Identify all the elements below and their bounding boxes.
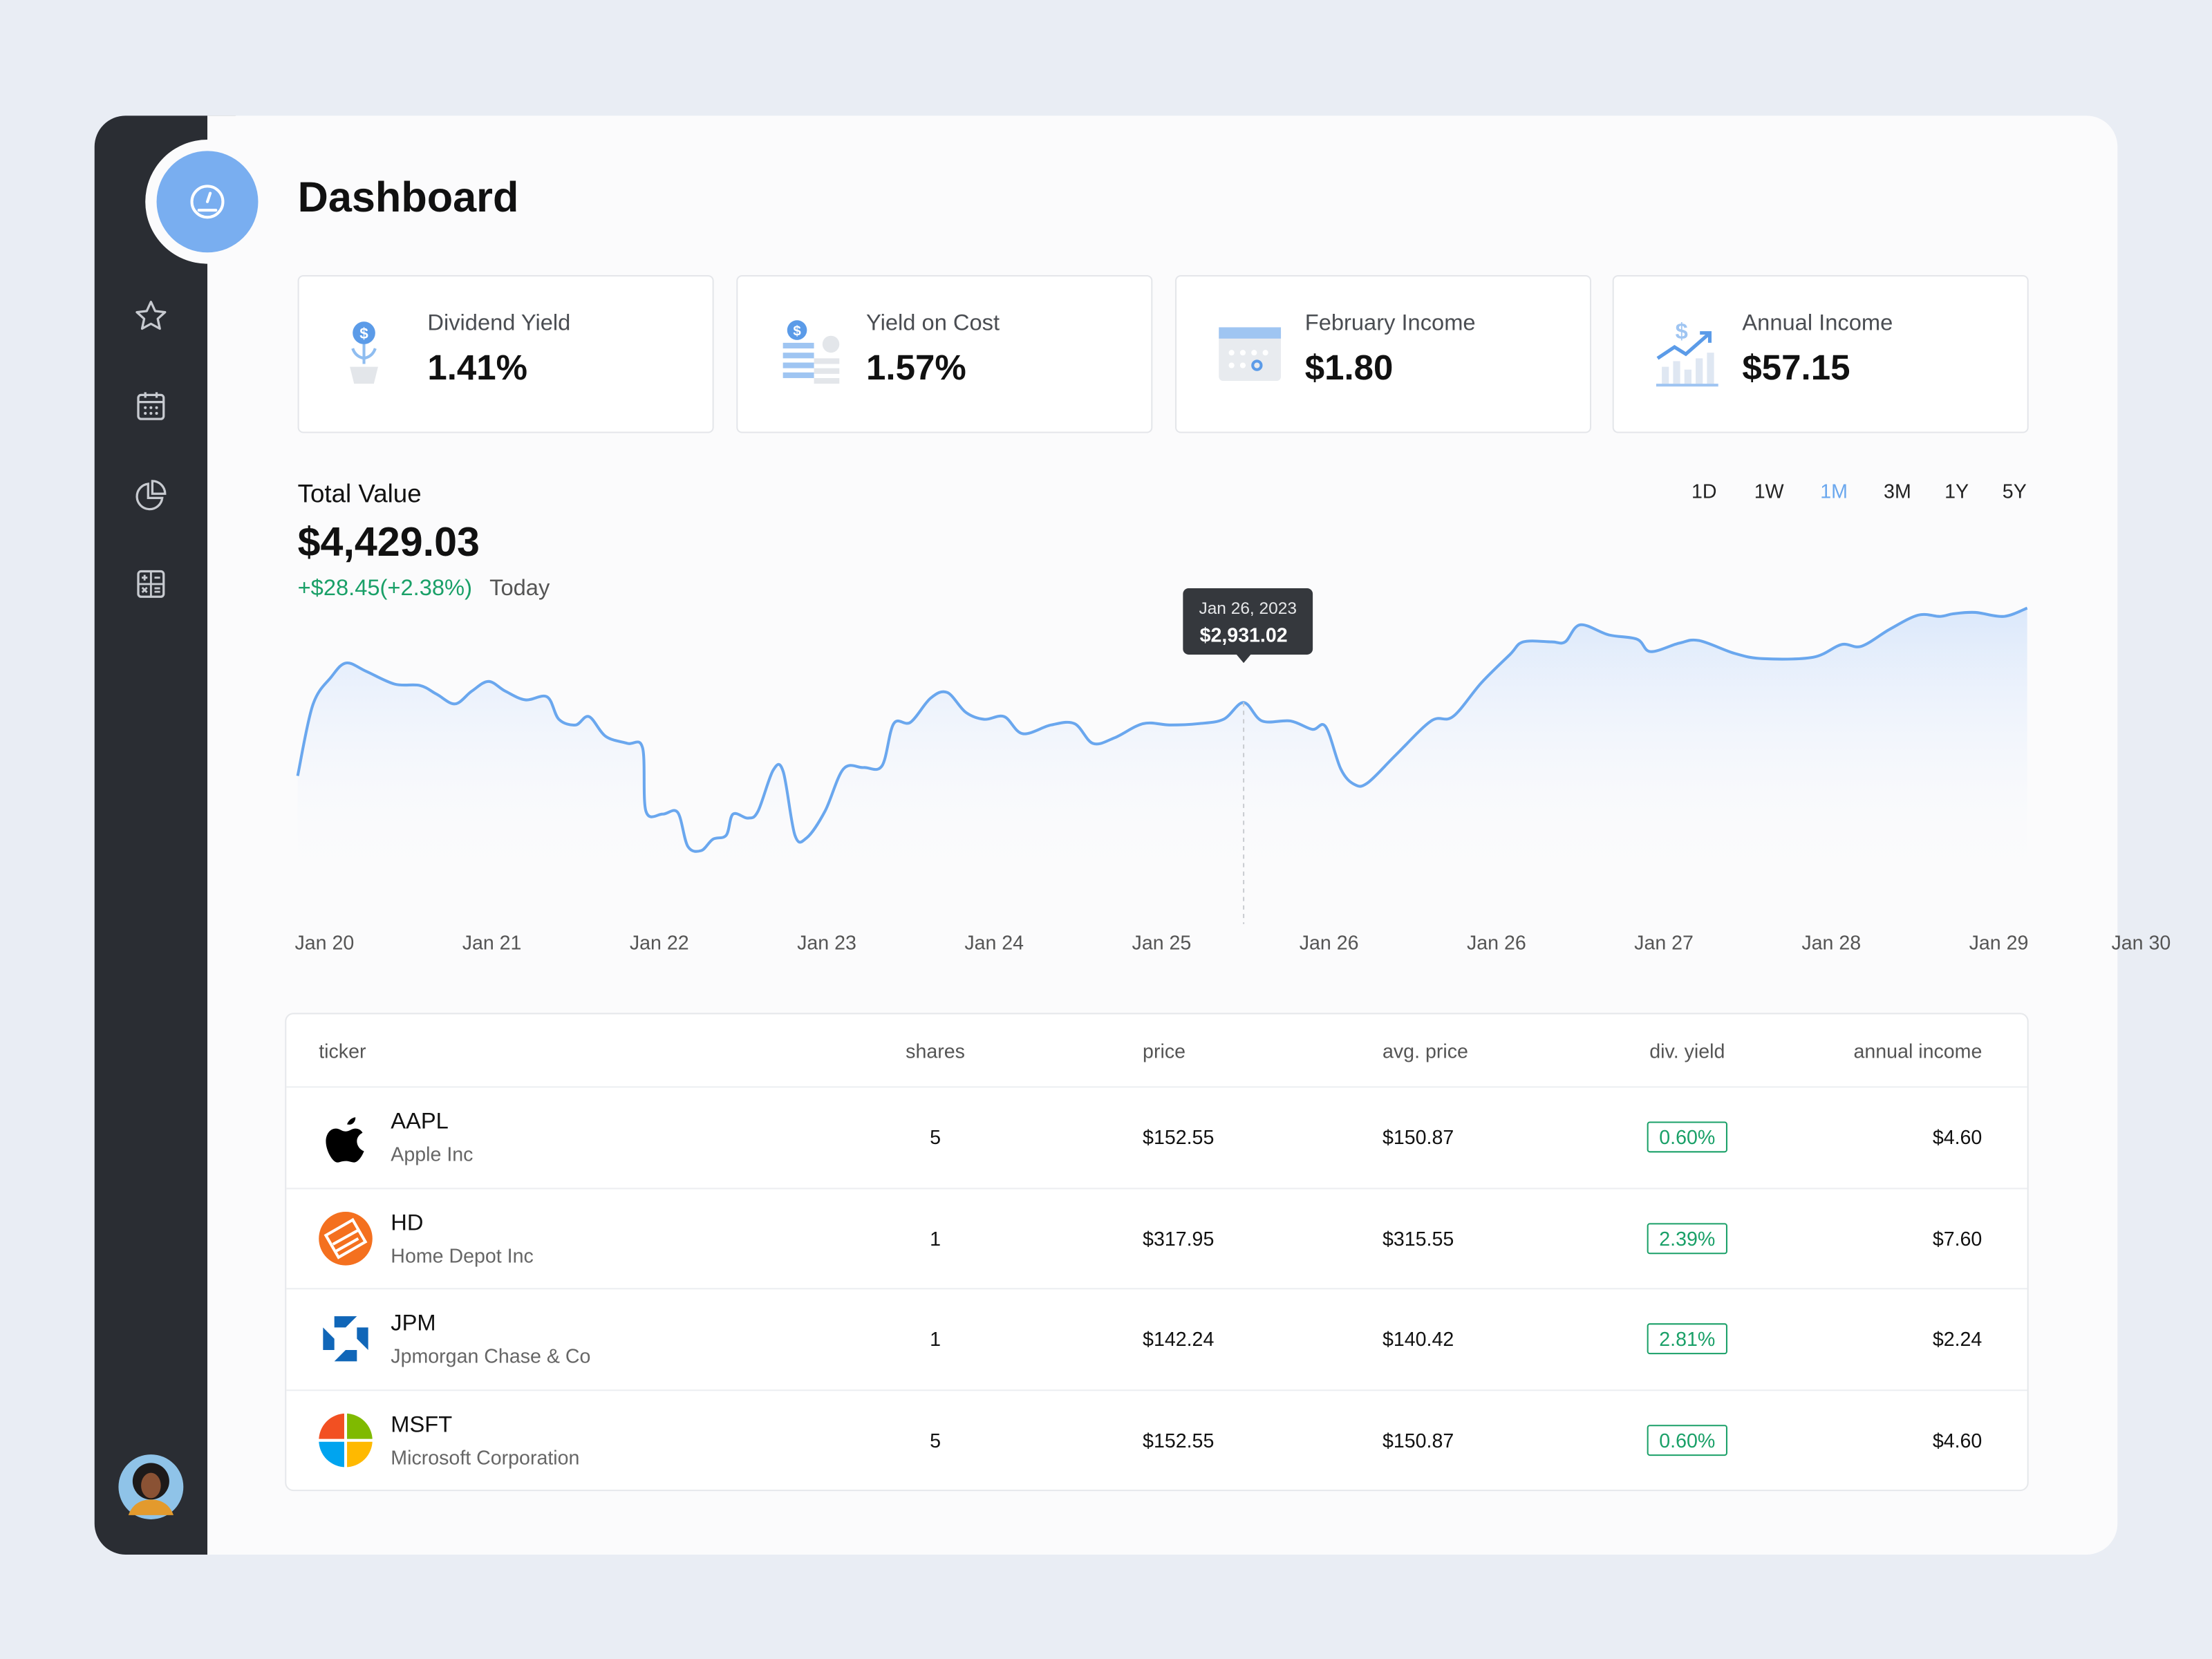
x-tick-label: Jan 20 <box>294 932 354 954</box>
nav-analytics[interactable] <box>134 478 168 512</box>
x-tick-label: Jan 24 <box>964 932 1024 954</box>
ticker: MSFT <box>391 1414 453 1438</box>
div-yield: 0.60% <box>1647 1121 1727 1153</box>
ticker: JPM <box>391 1312 436 1337</box>
column-header: avg. price <box>1382 1040 1468 1062</box>
svg-text:$: $ <box>793 324 801 339</box>
x-tick-label: Jan 22 <box>630 932 689 954</box>
metric-card: $ Yield on Cost 1.57% <box>736 274 1153 433</box>
column-header: price <box>1143 1040 1186 1062</box>
metric-label: February Income <box>1304 312 1476 336</box>
tooltip-date: Jan 26, 2023 <box>1199 599 1297 618</box>
total-value-change: +$28.45(+2.38%) <box>297 577 472 601</box>
column-header: annual income <box>1853 1040 1983 1062</box>
tooltip-value: $2,931.02 <box>1200 625 1288 647</box>
row-divider <box>286 1288 2027 1291</box>
user-avatar[interactable] <box>117 1453 185 1521</box>
x-tick-label: Jan 29 <box>1969 932 2029 954</box>
annual-income: $2.24 <box>1932 1328 1983 1351</box>
x-tick-label: Jan 21 <box>462 932 522 954</box>
ticker: HD <box>391 1211 424 1236</box>
company-name: Microsoft Corporation <box>391 1446 580 1469</box>
shares: 1 <box>930 1328 941 1351</box>
holdings-table <box>285 1013 2029 1492</box>
nav-calendar[interactable] <box>134 389 168 423</box>
x-tick-label: Jan 26 <box>1300 932 1359 954</box>
x-tick-label: Jan 23 <box>797 932 856 954</box>
avg-price: $150.87 <box>1382 1429 1454 1452</box>
change-period: Today <box>489 577 550 601</box>
range-button[interactable]: 5Y <box>2002 479 2027 503</box>
column-header: div. yield <box>1649 1040 1725 1062</box>
svg-text:$: $ <box>359 325 368 342</box>
metric-value: 1.57% <box>866 348 966 388</box>
annual-income: $4.60 <box>1932 1125 1983 1149</box>
tooltip-pointer <box>1236 654 1251 664</box>
company-logo <box>317 1311 374 1375</box>
div-yield: 2.81% <box>1647 1324 1727 1355</box>
metric-value: $57.15 <box>1742 348 1850 388</box>
company-logo <box>317 1109 374 1172</box>
total-value-label: Total Value <box>297 479 422 508</box>
total-value: $4,429.03 <box>297 521 480 566</box>
metric-card: $ Dividend Yield 1.41% <box>297 274 714 433</box>
app-logo[interactable] <box>156 151 259 253</box>
x-tick-label: Jan 25 <box>1132 932 1192 954</box>
metric-value: $1.80 <box>1304 348 1394 388</box>
x-tick-label: Jan 30 <box>2111 932 2171 954</box>
metric-label: Annual Income <box>1742 312 1893 336</box>
column-header: shares <box>906 1040 965 1062</box>
nav-favorites[interactable] <box>134 299 168 333</box>
avg-price: $150.87 <box>1382 1125 1454 1149</box>
shares: 1 <box>930 1226 941 1250</box>
metric-label: Dividend Yield <box>427 312 571 336</box>
area-fill <box>297 608 2027 882</box>
annual-income: $4.60 <box>1932 1429 1983 1452</box>
range-button[interactable]: 1Y <box>1944 479 1969 503</box>
price: $142.24 <box>1143 1328 1215 1351</box>
line <box>296 606 2028 853</box>
row-divider <box>286 1086 2027 1088</box>
company-name: Home Depot Inc <box>391 1244 534 1267</box>
avg-price: $140.42 <box>1382 1328 1454 1351</box>
company-logo <box>317 1412 374 1476</box>
div-yield: 2.39% <box>1647 1222 1727 1254</box>
column-header: ticker <box>319 1040 366 1062</box>
range-button[interactable]: 1D <box>1691 479 1717 503</box>
shares: 5 <box>930 1125 941 1149</box>
range-button[interactable]: 1M <box>1820 479 1848 503</box>
metric-value: 1.41% <box>427 348 528 388</box>
svg-text:$: $ <box>1676 318 1688 344</box>
annual-income: $7.60 <box>1932 1226 1983 1250</box>
div-yield: 0.60% <box>1647 1425 1727 1456</box>
price: $152.55 <box>1143 1125 1215 1149</box>
row-divider <box>286 1187 2027 1189</box>
page-title: Dashboard <box>297 175 519 222</box>
avg-price: $315.55 <box>1382 1226 1454 1250</box>
x-tick-label: Jan 27 <box>1634 932 1694 954</box>
x-tick-label: Jan 26 <box>1467 932 1526 954</box>
row-divider <box>286 1389 2027 1391</box>
company-logo <box>317 1210 374 1273</box>
x-tick-label: Jan 28 <box>1801 932 1861 954</box>
chart: Jan 20 Jan 21 Jan 22 Jan 23 Jan 24 Jan 25 Jan … <box>294 588 2171 954</box>
range-button[interactable]: 3M <box>1884 479 1911 503</box>
nav-calculator[interactable] <box>134 567 168 601</box>
price: $317.95 <box>1143 1226 1215 1250</box>
company-name: Apple Inc <box>391 1143 474 1165</box>
range-button[interactable]: 1W <box>1754 479 1784 503</box>
tooltip-box <box>1183 588 1313 655</box>
company-name: Jpmorgan Chase & Co <box>391 1344 591 1368</box>
price: $152.55 <box>1143 1429 1215 1452</box>
metric-card: $ Annual Income $57.15 <box>1612 274 2029 433</box>
metric-label: Yield on Cost <box>866 312 1000 336</box>
ticker: AAPL <box>391 1110 449 1134</box>
shares: 5 <box>930 1429 941 1452</box>
metric-card: February Income $1.80 <box>1174 274 1592 433</box>
